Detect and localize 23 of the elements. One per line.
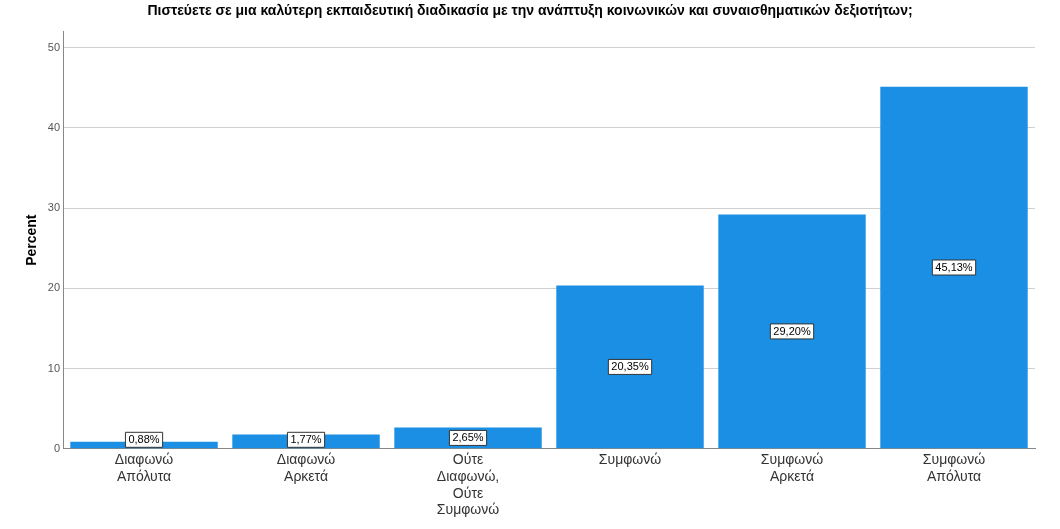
bar [718,214,866,449]
x-tick-label: Ούτε Διαφωνώ, Ούτε Συμφωνώ [436,451,500,518]
bar [556,285,704,449]
y-tick-label: 40 [47,120,61,133]
x-tick-label: Συμφωνώ Απόλυτα [922,451,986,484]
y-tick-label: 50 [47,40,61,53]
x-tick-label: Διαφωνώ Αρκετά [276,451,336,484]
data-label: 2,65% [452,431,484,444]
data-label: 0,88% [128,433,160,446]
y-tick-label: 0 [53,441,61,454]
data-label: 20,35% [611,360,649,373]
y-tick-label: 30 [47,201,61,214]
data-label: 45,13% [935,261,973,274]
bar [880,86,1028,449]
y-tick-label: 20 [47,281,61,294]
y-tick-label: 10 [47,361,61,374]
chart-title: Πιστεύετε σε μια καλύτερη εκπαιδευτική διαδικασία με την ανάπτυξη κοινωνικών και συναισθηματικών δεξιοτήτων; [146,1,914,20]
x-tick-label: Συμφωνώ Αρκετά [760,451,824,484]
data-label: 29,20% [773,324,811,337]
x-tick-label: Συμφωνώ [598,451,662,468]
data-label: 1,77% [290,433,322,446]
y-axis-title: Percent [23,214,40,266]
x-tick-label: Διαφωνώ Απόλυτα [114,451,174,484]
